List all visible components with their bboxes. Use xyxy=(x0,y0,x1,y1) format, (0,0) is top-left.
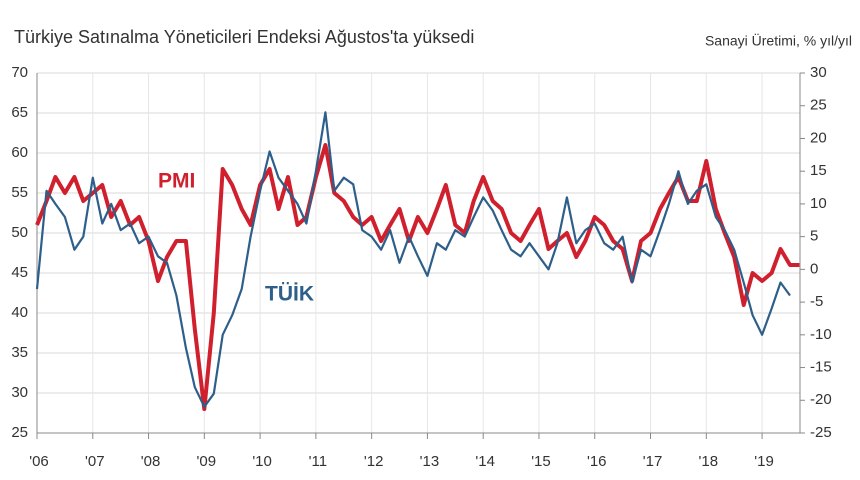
y2-tick-label: 0 xyxy=(810,260,818,277)
x-tick-label: '17 xyxy=(643,453,663,470)
y2-tick-label: 15 xyxy=(810,162,827,179)
y2-tick-label: -20 xyxy=(810,391,832,408)
y2-tick-label: 25 xyxy=(810,97,827,114)
y-tick-label: 55 xyxy=(11,184,28,201)
x-tick-label: '11 xyxy=(309,453,327,470)
y2-tick-label: -10 xyxy=(810,326,832,343)
x-tick-label: '06 xyxy=(29,453,49,470)
x-tick-label: '13 xyxy=(420,453,440,470)
x-tick-label: '08 xyxy=(141,453,161,470)
y2-tick-label: -15 xyxy=(810,359,832,376)
y2-tick-label: 5 xyxy=(810,228,818,245)
x-tick-label: '14 xyxy=(475,453,495,470)
y2-tick-label: -25 xyxy=(810,424,832,441)
y2-tick-label: 30 xyxy=(810,64,827,81)
x-tick-label: '15 xyxy=(531,453,551,470)
series-annotation: PMI xyxy=(158,170,195,193)
y-tick-label: 65 xyxy=(11,104,28,121)
x-tick-label: '10 xyxy=(252,453,272,470)
series-line xyxy=(35,143,800,411)
series-annotation: TÜİK xyxy=(265,283,314,306)
y2-tick-label: 20 xyxy=(810,129,827,146)
x-tick-label: '07 xyxy=(85,453,105,470)
y2-tick-label: -5 xyxy=(810,293,823,310)
series-line xyxy=(35,111,791,408)
y2-axis-label: Sanayi Üretimi, % yıl/yıl xyxy=(705,32,852,49)
y-tick-label: 70 xyxy=(11,64,28,81)
chart-title: Türkiye Satınalma Yöneticileri Endeksi A… xyxy=(14,27,474,47)
y-tick-label: 45 xyxy=(11,264,28,281)
x-tick-label: '18 xyxy=(699,453,719,470)
y-tick-label: 50 xyxy=(11,224,28,241)
x-tick-label: '16 xyxy=(587,453,607,470)
y-tick-label: 30 xyxy=(11,384,28,401)
y-tick-label: 25 xyxy=(11,424,28,441)
y2-tick-label: 10 xyxy=(810,195,827,212)
x-tick-label: '09 xyxy=(197,453,217,470)
x-tick-label: '19 xyxy=(754,453,774,470)
y-tick-label: 40 xyxy=(11,304,28,321)
x-tick-label: '12 xyxy=(364,453,384,470)
y-tick-label: 60 xyxy=(11,144,28,161)
y-tick-label: 35 xyxy=(11,344,28,361)
